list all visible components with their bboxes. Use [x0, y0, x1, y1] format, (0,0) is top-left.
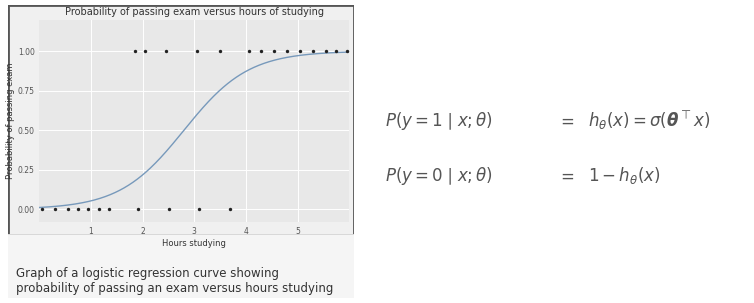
- Point: [268, 49, 280, 54]
- Point: [320, 49, 332, 54]
- Point: [243, 49, 255, 54]
- Point: [281, 49, 293, 54]
- Text: $P(y=0\mid x;\theta)$: $P(y=0\mid x;\theta)$: [385, 165, 492, 187]
- Y-axis label: Probability of passing exam: Probability of passing exam: [6, 62, 15, 179]
- Point: [307, 49, 319, 54]
- Point: [162, 207, 174, 212]
- Point: [194, 207, 206, 212]
- X-axis label: Hours studying: Hours studying: [162, 238, 226, 248]
- Point: [103, 207, 115, 212]
- Point: [93, 207, 105, 212]
- Point: [294, 49, 306, 54]
- Point: [256, 49, 268, 54]
- Point: [160, 49, 172, 54]
- Point: [225, 207, 237, 212]
- Point: [131, 207, 143, 212]
- Text: $h_\theta(x) = \sigma(\boldsymbol{\theta}^\top x)$: $h_\theta(x) = \sigma(\boldsymbol{\theta…: [588, 110, 710, 133]
- Point: [139, 49, 152, 54]
- Point: [341, 49, 353, 54]
- Point: [129, 49, 141, 54]
- Text: $=$: $=$: [556, 112, 575, 130]
- Point: [62, 207, 74, 212]
- Point: [330, 49, 342, 54]
- Point: [36, 207, 48, 212]
- Title: Probability of passing exam versus hours of studying: Probability of passing exam versus hours…: [65, 7, 323, 17]
- Text: $P(y=1\mid x;\theta)$: $P(y=1\mid x;\theta)$: [385, 110, 492, 132]
- Point: [82, 207, 94, 212]
- Text: $1 - h_\theta(x)$: $1 - h_\theta(x)$: [588, 165, 661, 186]
- Text: Graph of a logistic regression curve showing
probability of passing an exam vers: Graph of a logistic regression curve sho…: [16, 267, 333, 295]
- Point: [191, 49, 203, 54]
- Point: [214, 49, 226, 54]
- Point: [72, 207, 84, 212]
- Text: $=$: $=$: [556, 167, 575, 185]
- Bar: [8, 234, 354, 298]
- Point: [49, 207, 61, 212]
